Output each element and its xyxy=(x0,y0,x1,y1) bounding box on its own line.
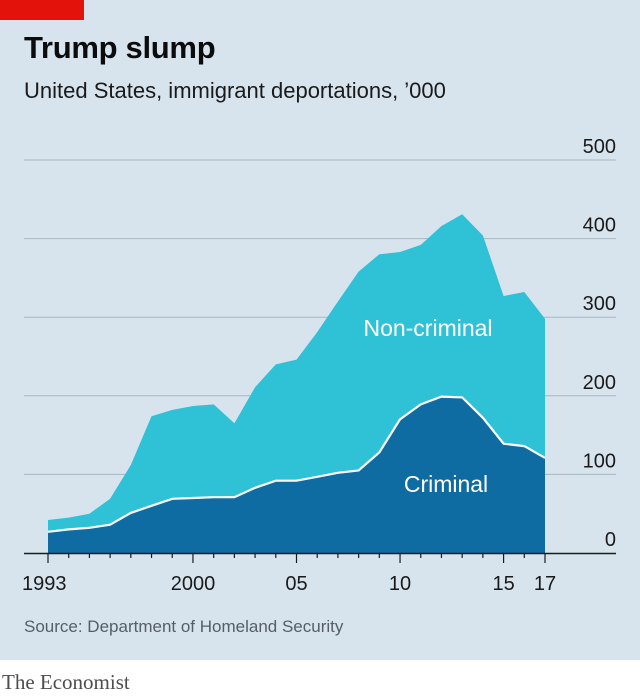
brand-red-tag xyxy=(0,0,84,20)
y-tick-label: 500 xyxy=(583,136,616,158)
y-axis: 0 100 200 300 400 500 xyxy=(583,136,616,551)
x-tick-label: 1993 xyxy=(22,573,67,595)
x-tick-label: 17 xyxy=(534,573,556,595)
y-tick-label: 0 xyxy=(605,529,616,551)
x-tick-label: 15 xyxy=(492,573,514,595)
source-note: Source: Department of Homeland Security xyxy=(24,617,344,636)
area-chart: 1993 2000 05 10 15 17 0 100 200 300 400 500 Non-cr… xyxy=(22,136,616,595)
area-criminal xyxy=(48,396,545,553)
chart-subtitle: United States, immigrant deportations, ’… xyxy=(24,78,446,103)
series-label-criminal: Criminal xyxy=(404,471,488,497)
y-tick-label: 100 xyxy=(583,450,616,472)
x-axis: 1993 2000 05 10 15 17 xyxy=(22,553,556,595)
y-tick-label: 400 xyxy=(583,215,616,237)
x-tick-label: 10 xyxy=(389,573,411,595)
chart-title: Trump slump xyxy=(24,30,216,65)
series-label-non-criminal: Non-criminal xyxy=(363,315,492,341)
y-tick-label: 200 xyxy=(583,372,616,394)
x-tick-label: 05 xyxy=(285,573,307,595)
publisher-logo: The Economist xyxy=(2,670,130,694)
y-tick-label: 300 xyxy=(583,293,616,315)
x-tick-label: 2000 xyxy=(171,573,216,595)
series-boundary-line xyxy=(47,395,546,533)
